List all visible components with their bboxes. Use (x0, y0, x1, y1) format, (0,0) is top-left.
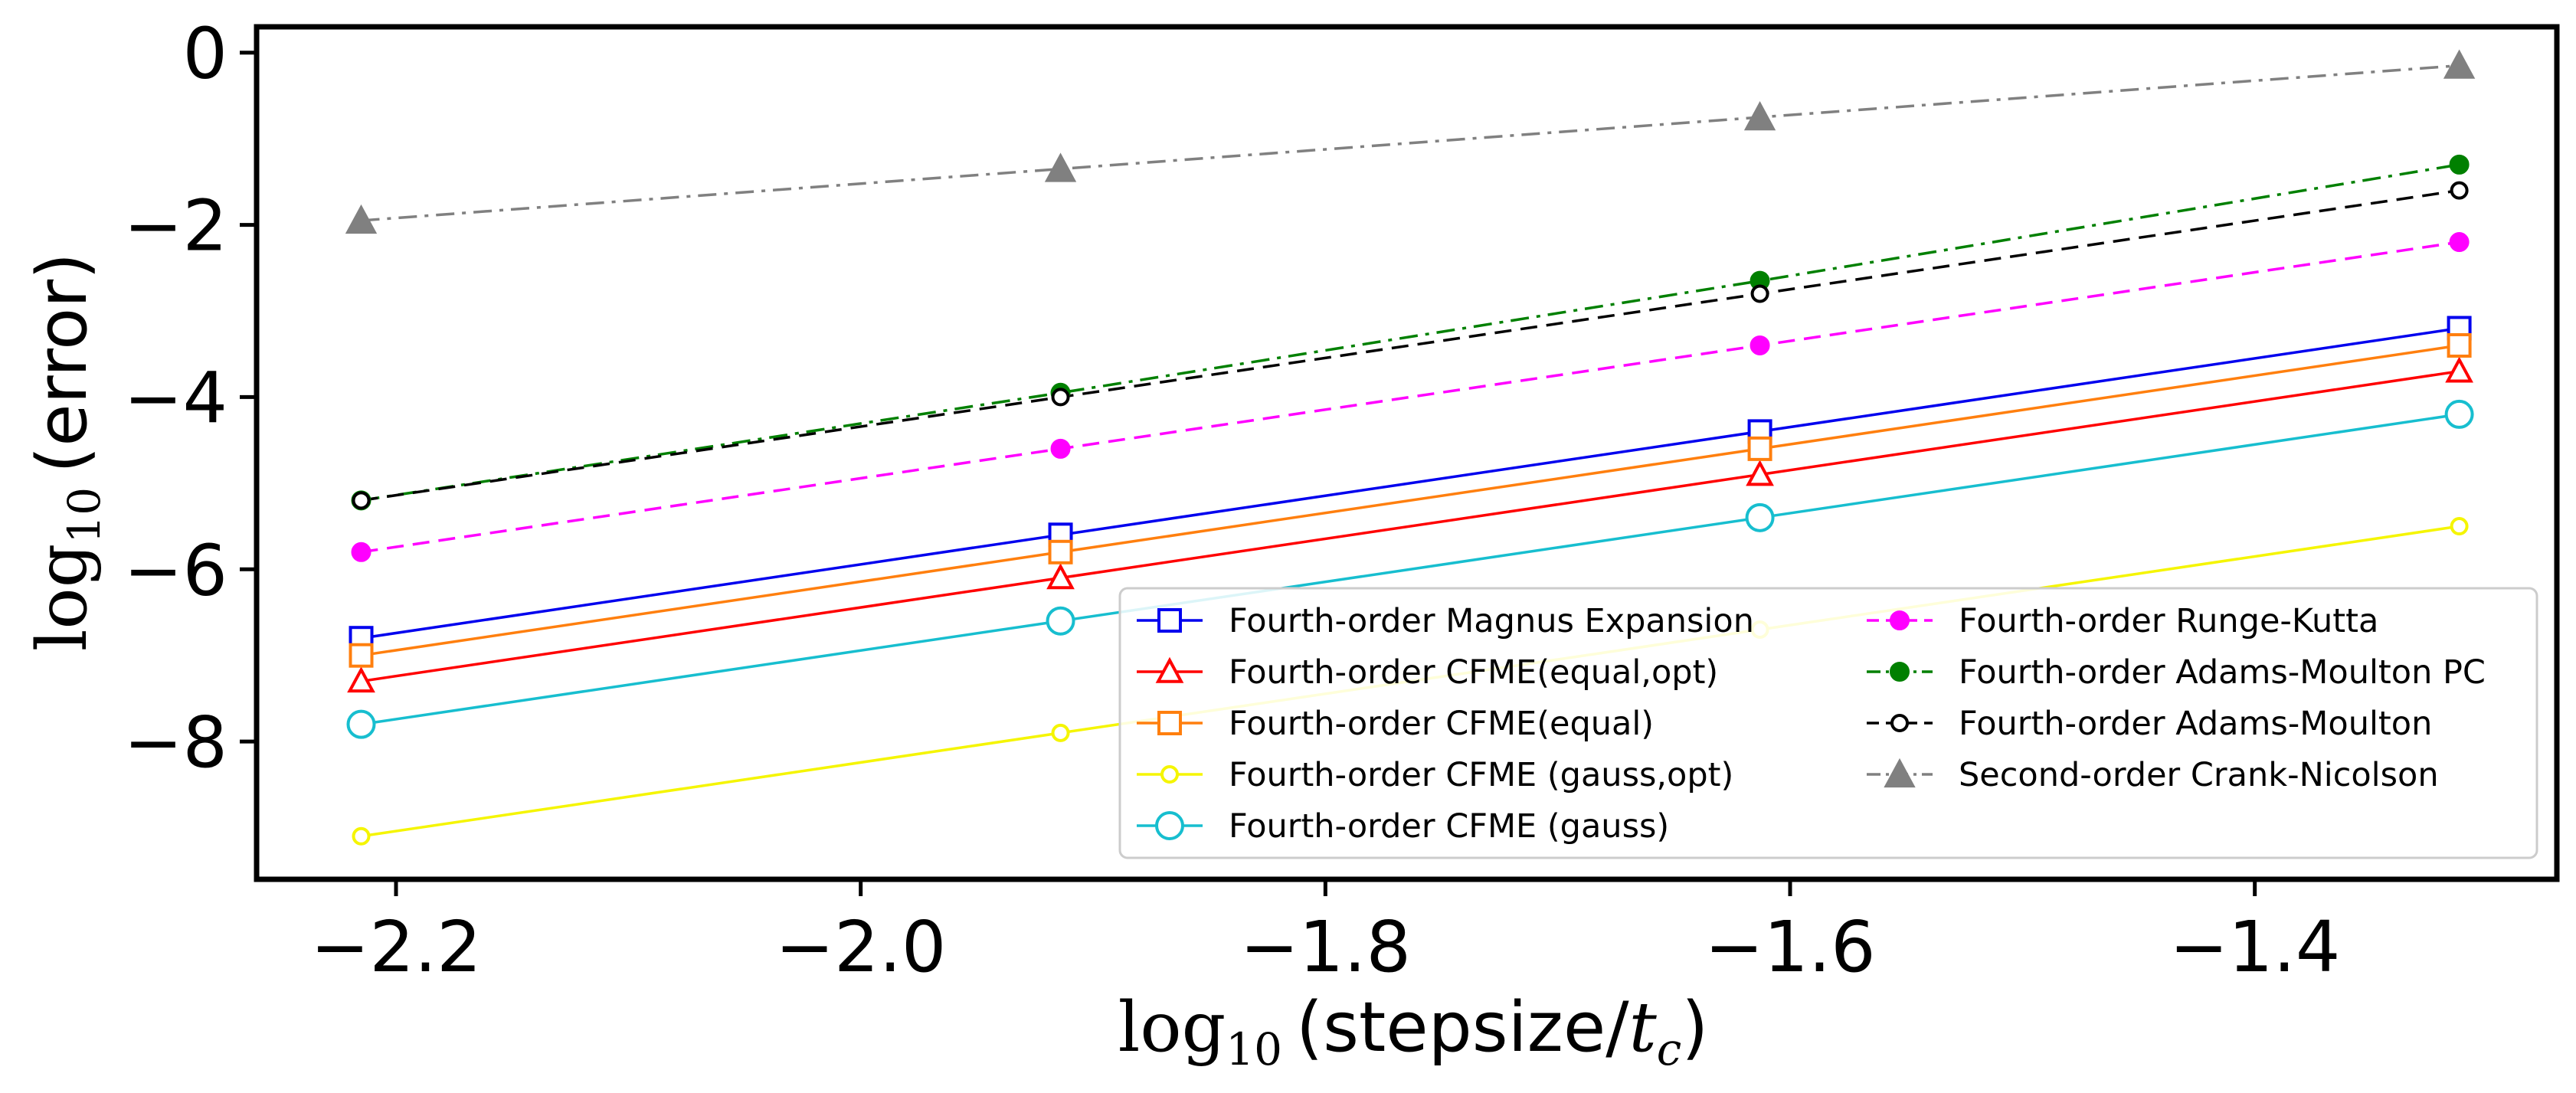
y-tick-label: −8 (123, 702, 227, 784)
data-point-fourth-order-cfme-gauss-opt (2450, 517, 2469, 536)
legend-marker-fourth-order-runge-kutta (1890, 610, 1910, 630)
series-line-fourth-order-magnus-expansion (361, 326, 2460, 640)
x-axis-label-suffix: ) (1681, 987, 1708, 1068)
legend-marker-fourth-order-cfme-gauss (1155, 811, 1184, 840)
legend-marker-fourth-order-cfme-equal-opt (1155, 656, 1184, 683)
y-axis-label-log: log (22, 544, 103, 652)
legend-box (1118, 587, 2538, 859)
legend-label-fourth-order-cfme-gauss: Fourth-order CFME (gauss) (1229, 807, 1669, 846)
legend-label-fourth-order-adams-moulton: Fourth-order Adams-Moulton (1959, 705, 2432, 743)
data-point-fourth-order-cfme-equal-opt (2445, 356, 2473, 383)
legend-marker-fourth-order-cfme-gauss-opt (1160, 765, 1179, 784)
series-line-fourth-order-cfme-gauss (361, 413, 2460, 726)
legend-marker-fourth-order-adams-moulton (1890, 714, 1909, 732)
data-point-fourth-order-adams-moulton (1051, 388, 1070, 407)
series-line-fourth-order-adams-moulton-pc (361, 163, 2460, 502)
legend-label-fourth-order-cfme-gauss-opt: Fourth-order CFME (gauss,opt) (1229, 756, 1733, 794)
data-point-second-order-crank-nicolson (1044, 152, 1077, 182)
x-tick-label: −1.8 (1240, 906, 1411, 988)
y-tick-label: −2 (123, 185, 227, 267)
legend-label-fourth-order-cfme-equal-opt: Fourth-order CFME(equal,opt) (1229, 653, 1718, 692)
x-axis-label-log: log (1118, 987, 1226, 1068)
data-point-fourth-order-adams-moulton (2450, 181, 2469, 200)
legend-label-fourth-order-magnus-expansion: Fourth-order Magnus Expansion (1229, 602, 1754, 640)
data-point-fourth-order-cfme-gauss (2444, 399, 2474, 429)
x-axis-label-var: t (1629, 987, 1658, 1068)
y-tick-label: −4 (123, 357, 227, 439)
data-point-fourth-order-cfme-equal (2447, 332, 2472, 358)
y-tick-label: 0 (182, 13, 227, 95)
x-axis-label-text: (stepsize/ (1296, 987, 1629, 1068)
legend-label-second-order-crank-nicolson: Second-order Crank-Nicolson (1959, 756, 2439, 794)
data-point-fourth-order-runge-kutta (1050, 438, 1071, 459)
legend-marker-second-order-crank-nicolson (1884, 758, 1916, 788)
x-tick-label: −2.0 (775, 906, 946, 988)
y-axis-ticks: 0 −2 −4 −6 −8 (123, 13, 257, 784)
x-axis-ticks: −2.2 −2.0 −1.8 −1.6 −1.4 (310, 879, 2340, 988)
data-point-fourth-order-cfme-gauss (1745, 502, 1775, 532)
legend-marker-fourth-order-magnus-expansion (1157, 608, 1182, 633)
data-point-fourth-order-cfme-gauss (1046, 606, 1075, 636)
data-point-fourth-order-cfme-equal (349, 643, 374, 668)
data-point-fourth-order-runge-kutta (2449, 232, 2470, 253)
data-point-fourth-order-cfme-gauss (346, 709, 376, 739)
legend-marker-fourth-order-adams-moulton-pc (1890, 662, 1910, 682)
x-axis-label: log10 (stepsize/tc) (1118, 987, 1709, 1075)
y-axis-label-text: (error) (22, 253, 103, 473)
x-tick-label: −2.2 (310, 906, 481, 988)
data-point-fourth-order-cfme-equal-opt (1046, 563, 1075, 590)
data-point-second-order-crank-nicolson (2443, 49, 2476, 79)
data-point-second-order-crank-nicolson (345, 204, 378, 234)
data-point-fourth-order-runge-kutta (351, 542, 372, 562)
x-tick-label: −1.6 (1704, 906, 1875, 988)
plot-frame (254, 24, 2560, 882)
data-point-second-order-crank-nicolson (1743, 100, 1776, 131)
data-point-fourth-order-adams-moulton (352, 491, 371, 510)
data-point-fourth-order-cfme-gauss-opt (352, 826, 371, 846)
data-point-fourth-order-runge-kutta (1750, 335, 1770, 355)
x-tick-label: −1.4 (2169, 906, 2340, 988)
data-point-fourth-order-cfme-equal-opt (347, 666, 375, 693)
data-point-fourth-order-cfme-equal (1747, 436, 1772, 461)
data-point-fourth-order-cfme-equal (1048, 539, 1073, 564)
legend-label-fourth-order-runge-kutta: Fourth-order Runge-Kutta (1959, 602, 2378, 640)
data-point-fourth-order-adams-moulton-pc (2449, 154, 2470, 175)
legend: Fourth-order Magnus Expansion Fourth-orde… (1118, 587, 2538, 859)
legend-label-fourth-order-adams-moulton-pc: Fourth-order Adams-Moulton PC (1959, 653, 2486, 692)
x-axis-label-var-sub: c (1657, 1023, 1681, 1075)
legend-marker-fourth-order-cfme-equal (1157, 711, 1182, 735)
data-point-fourth-order-cfme-equal-opt (1746, 460, 1774, 486)
series-line-fourth-order-adams-moulton (361, 188, 2460, 502)
x-axis-label-log-base: 10 (1226, 1023, 1282, 1075)
legend-label-fourth-order-cfme-equal: Fourth-order CFME(equal) (1229, 705, 1654, 743)
data-point-fourth-order-cfme-gauss-opt (1051, 723, 1070, 742)
plot-lines (361, 64, 2460, 838)
series-line-fourth-order-runge-kutta (361, 241, 2460, 554)
y-axis-label: log10 (error) (22, 253, 110, 652)
series-line-fourth-order-cfme-equal (361, 344, 2460, 657)
data-point-fourth-order-adams-moulton (1750, 284, 1769, 303)
y-tick-label: −6 (123, 529, 227, 611)
series-line-fourth-order-cfme-equal-opt (361, 369, 2460, 683)
series-line-second-order-crank-nicolson (361, 64, 2460, 222)
y-axis-label-log-base: 10 (58, 487, 110, 544)
